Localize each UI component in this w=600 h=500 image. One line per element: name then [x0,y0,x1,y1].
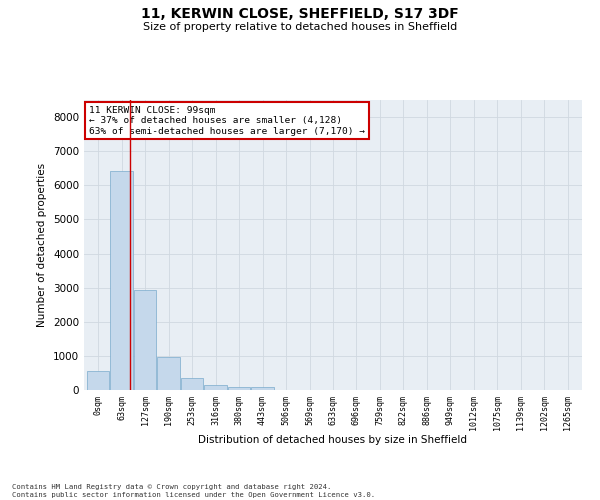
X-axis label: Distribution of detached houses by size in Sheffield: Distribution of detached houses by size … [199,436,467,446]
Text: 11, KERWIN CLOSE, SHEFFIELD, S17 3DF: 11, KERWIN CLOSE, SHEFFIELD, S17 3DF [141,8,459,22]
Bar [251,388,274,390]
Text: Size of property relative to detached houses in Sheffield: Size of property relative to detached ho… [143,22,457,32]
Text: Contains HM Land Registry data © Crown copyright and database right 2024.
Contai: Contains HM Land Registry data © Crown c… [12,484,375,498]
Bar [181,378,203,390]
Bar [87,371,109,390]
Bar [157,356,180,390]
Bar [228,387,250,390]
Bar [110,171,133,390]
Y-axis label: Number of detached properties: Number of detached properties [37,163,47,327]
Bar [134,290,156,390]
Bar [205,384,227,390]
Text: 11 KERWIN CLOSE: 99sqm
← 37% of detached houses are smaller (4,128)
63% of semi-: 11 KERWIN CLOSE: 99sqm ← 37% of detached… [89,106,365,136]
